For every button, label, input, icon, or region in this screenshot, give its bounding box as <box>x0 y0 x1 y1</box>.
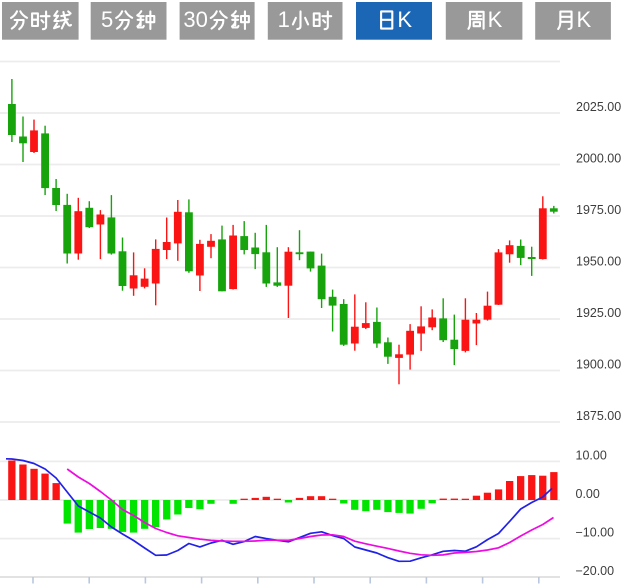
svg-text:10.00: 10.00 <box>576 448 607 462</box>
svg-text:1: 1 <box>278 7 290 32</box>
svg-text:K: K <box>488 7 503 32</box>
svg-text:2025.00: 2025.00 <box>576 100 621 114</box>
svg-text:0: 0 <box>196 7 208 32</box>
svg-text:K: K <box>397 7 412 32</box>
svg-text:−10.00: −10.00 <box>576 526 615 540</box>
svg-text:1950.00: 1950.00 <box>576 255 621 269</box>
svg-text:1975.00: 1975.00 <box>576 203 621 217</box>
svg-text:0.00: 0.00 <box>576 487 600 501</box>
svg-text:K: K <box>577 7 592 32</box>
svg-text:1900.00: 1900.00 <box>576 358 621 372</box>
svg-text:1875.00: 1875.00 <box>576 409 621 423</box>
svg-text:5: 5 <box>101 7 113 32</box>
svg-text:−20.00: −20.00 <box>576 564 615 578</box>
svg-text:2000.00: 2000.00 <box>576 152 621 166</box>
svg-text:3: 3 <box>183 7 195 32</box>
svg-text:1925.00: 1925.00 <box>576 306 621 320</box>
